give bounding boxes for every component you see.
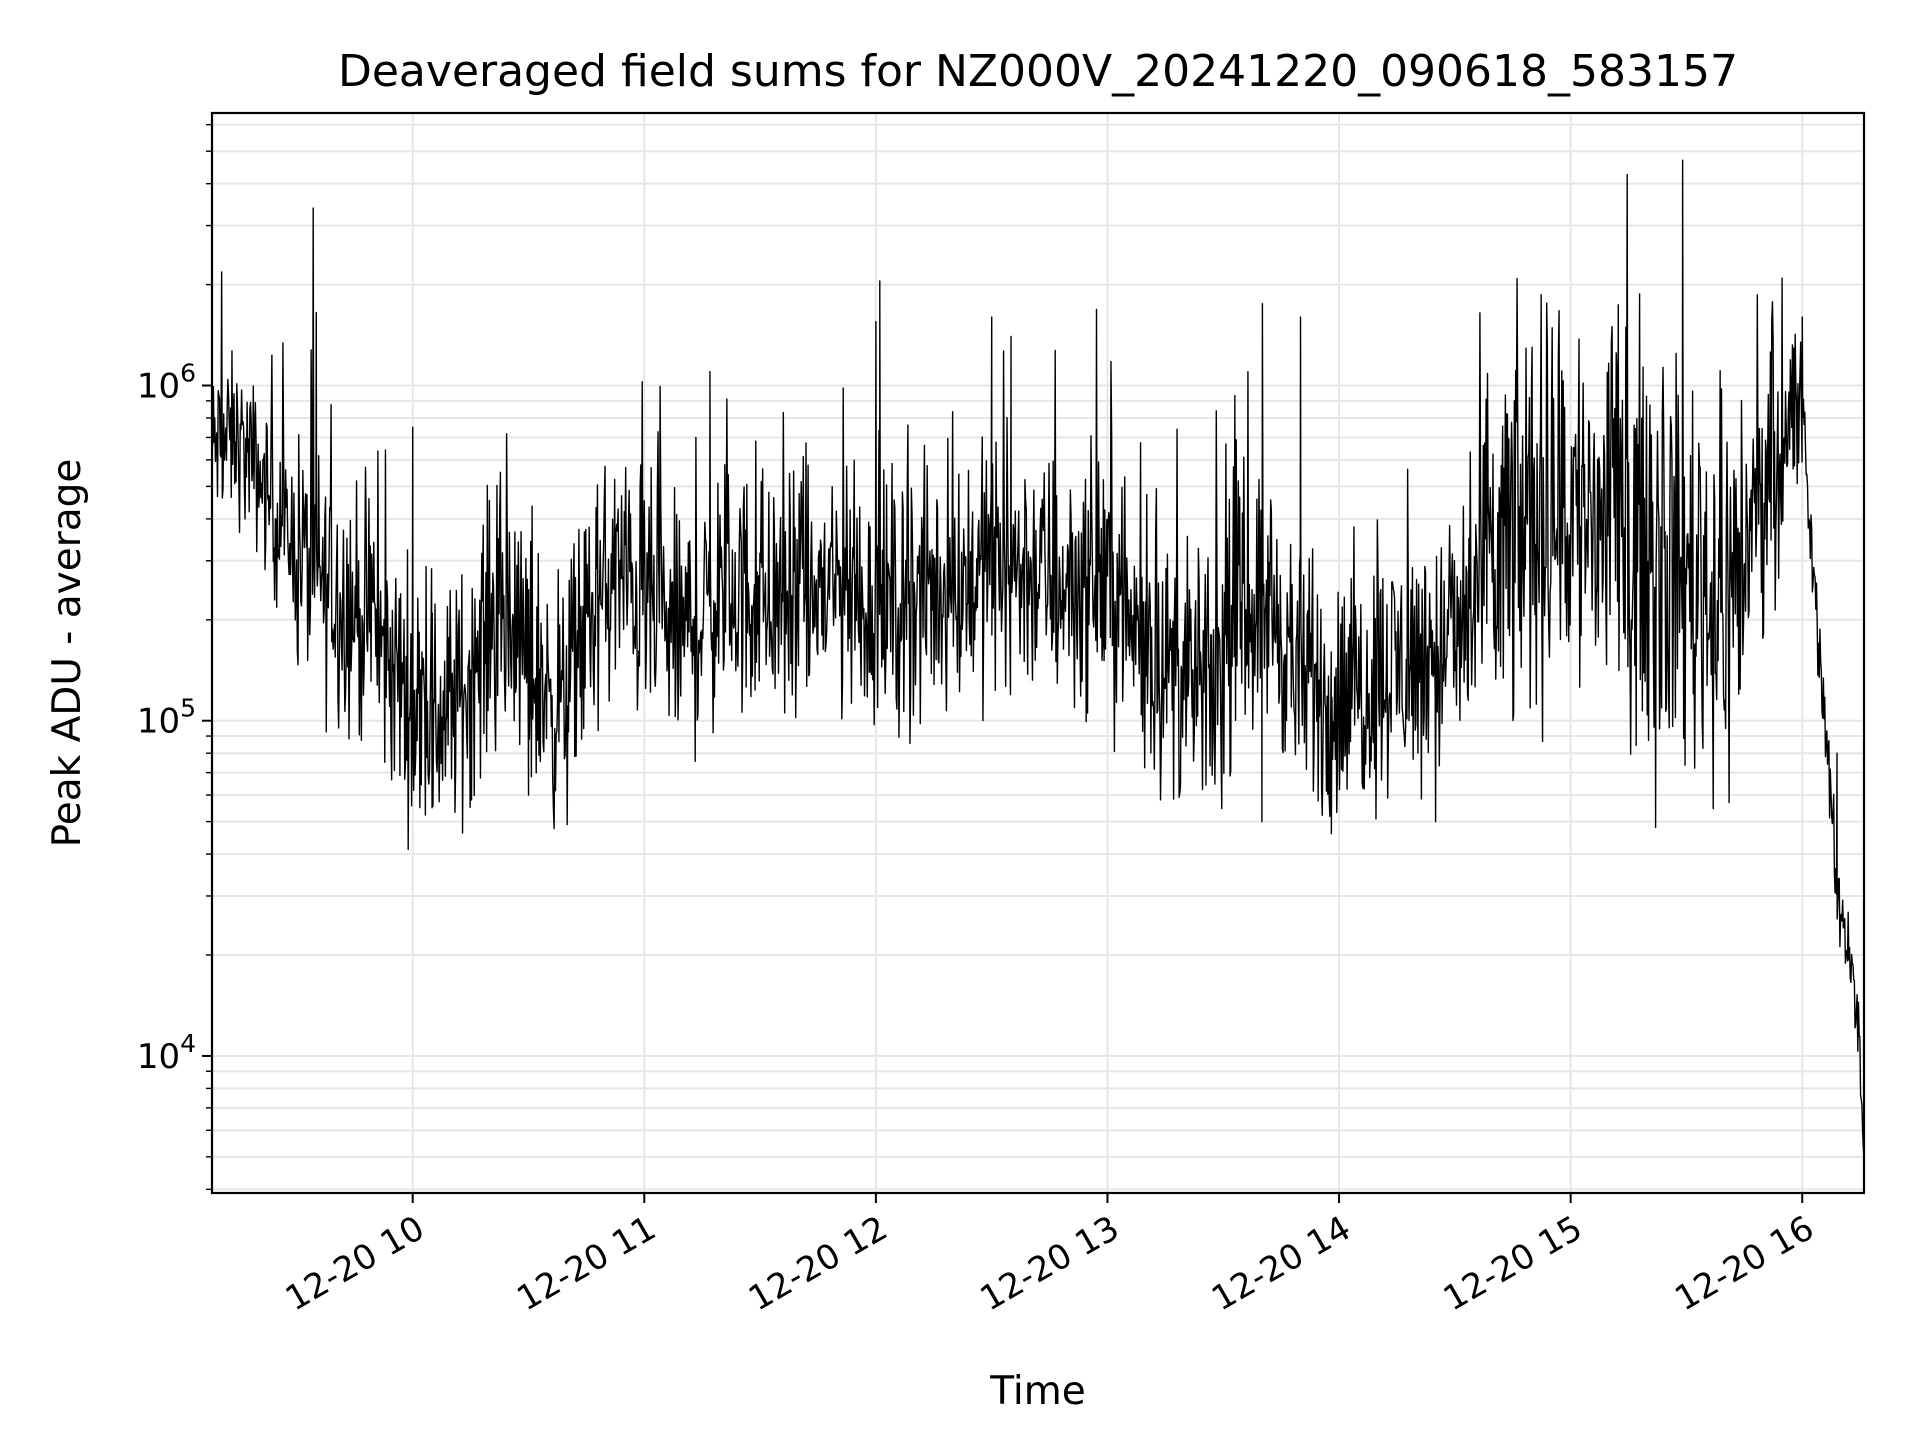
plot-frame xyxy=(210,111,1866,1195)
x-axis-label: Time xyxy=(989,1369,1085,1414)
y-tick-label: 105 xyxy=(137,694,196,742)
y-tick-label: 106 xyxy=(137,358,196,406)
chart-title: Deaveraged field sums for NZ000V_2024122… xyxy=(338,46,1738,97)
y-tick-label: 104 xyxy=(137,1029,196,1077)
y-axis-label: Peak ADU - average xyxy=(45,459,90,848)
series-line xyxy=(212,159,1864,1156)
